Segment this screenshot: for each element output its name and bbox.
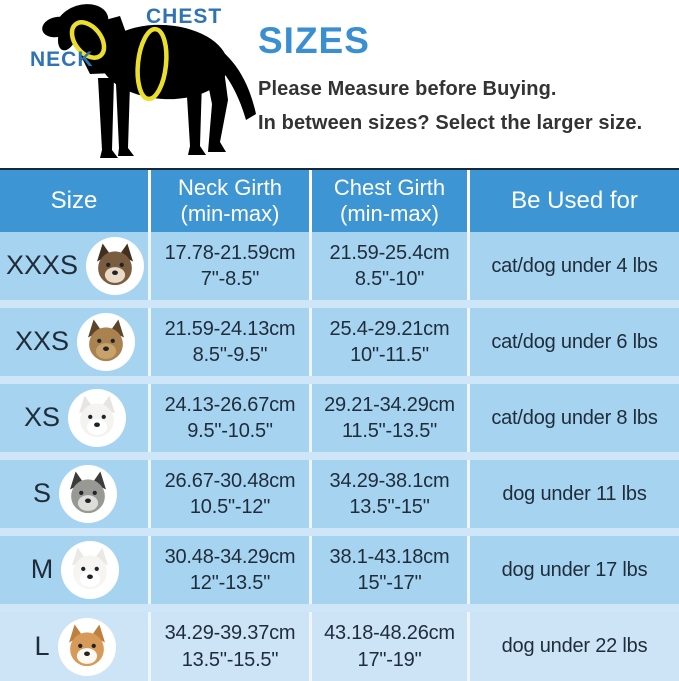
- size-cell: XS: [0, 384, 148, 452]
- chest-girth-cell: 38.1-43.18cm 15"-17": [312, 536, 467, 604]
- column-header-size: Size: [0, 170, 148, 232]
- chest-girth-inches: 11.5"-13.5": [341, 420, 438, 442]
- column-header-chest-girth: Chest Girth (min-max): [312, 170, 467, 232]
- dog-photo-yorkie: [77, 313, 136, 371]
- size-cell: S: [0, 460, 148, 528]
- neck-girth-cm: 30.48-34.29cm: [164, 545, 296, 568]
- intro-line-measure: Please Measure before Buying.: [258, 77, 557, 100]
- dog-photo-corgi: [57, 617, 116, 676]
- neck-girth-inches: 9.5"-10.5": [187, 420, 273, 442]
- dog-photo-schnauzer: [59, 465, 117, 523]
- size-table-row: M 30.48-34.29cm 12"-13.5" 38.1-43.18cm: [0, 536, 679, 604]
- size-table-header-row: Size Neck Girth (min-max) Chest Girth (m…: [0, 170, 679, 232]
- neck-girth-inches: 10.5"-12": [189, 496, 271, 518]
- column-header-be-used-for: Be Used for: [470, 170, 679, 232]
- neck-girth-cm: 17.78-21.59cm: [164, 241, 296, 264]
- size-table-row: XS 24.13-26.67cm 9.5"-10.5" 29.21-34.29c…: [0, 384, 679, 452]
- size-label: M: [30, 554, 54, 585]
- neck-girth-cell: 30.48-34.29cm 12"-13.5": [151, 536, 309, 604]
- dog-photo-bichon: [68, 389, 127, 447]
- used-for-text: dog under 22 lbs: [501, 635, 648, 658]
- size-table-body: XXXS 17.78-21.59cm 7"-8.5" 21.59-25.4cm: [0, 232, 679, 681]
- chest-girth-inches: 15"-17": [357, 572, 422, 594]
- neck-girth-inches: 12"-13.5": [189, 572, 271, 594]
- size-label: XXXS: [5, 250, 79, 281]
- neck-girth-cm: 21.59-24.13cm: [164, 317, 296, 340]
- size-label: L: [34, 630, 50, 661]
- dog-face-icon: [70, 391, 125, 445]
- size-cell: L: [0, 612, 148, 681]
- intro-text-block: SIZES Please Measure before Buying. In b…: [258, 20, 676, 135]
- used-for-text: dog under 11 lbs: [502, 482, 647, 505]
- size-cell: XXS: [0, 308, 148, 376]
- neck-measure-label: NECK: [30, 48, 94, 71]
- size-label: XXS: [14, 326, 70, 357]
- size-cell: M: [0, 536, 148, 604]
- column-header-neck-girth: Neck Girth (min-max): [151, 170, 309, 232]
- size-table-row: L 34.29-39.37cm 13.5"-15.5" 43.18-48.26c…: [0, 612, 679, 681]
- size-table: Size Neck Girth (min-max) Chest Girth (m…: [0, 168, 679, 681]
- dog-photo-chihuahua: [86, 237, 145, 295]
- used-for-cell: cat/dog under 8 lbs: [470, 384, 679, 452]
- used-for-cell: dog under 22 lbs: [470, 612, 679, 681]
- intro-line-between-sizes: In between sizes? Select the larger size…: [258, 111, 643, 134]
- chest-girth-cm: 25.4-29.21cm: [329, 317, 450, 340]
- used-for-text: cat/dog under 6 lbs: [491, 330, 658, 353]
- dog-measurement-diagram-icon: [42, 4, 256, 158]
- size-label: S: [32, 478, 51, 509]
- neck-girth-cm: 34.29-39.37cm: [164, 622, 296, 645]
- chest-girth-inches: 13.5"-15": [349, 496, 430, 518]
- dog-face-icon: [88, 239, 143, 293]
- neck-girth-inches: 8.5"-9.5": [192, 344, 268, 366]
- size-cell: XXXS: [0, 232, 148, 300]
- neck-girth-cell: 24.13-26.67cm 9.5"-10.5": [151, 384, 309, 452]
- chest-girth-cell: 34.29-38.1cm 13.5"-15": [312, 460, 467, 528]
- used-for-cell: cat/dog under 4 lbs: [470, 232, 679, 300]
- dog-face-icon: [79, 315, 134, 369]
- chest-girth-cell: 25.4-29.21cm 10"-11.5": [312, 308, 467, 376]
- dog-face-icon: [63, 543, 118, 597]
- used-for-text: cat/dog under 8 lbs: [491, 406, 658, 429]
- dog-photo-bichon: [61, 541, 120, 599]
- chest-girth-inches: 8.5"-10": [354, 268, 425, 290]
- chest-girth-cell: 29.21-34.29cm 11.5"-13.5": [312, 384, 467, 452]
- neck-girth-cm: 24.13-26.67cm: [164, 393, 296, 416]
- used-for-text: dog under 17 lbs: [501, 558, 648, 581]
- chest-girth-cm: 43.18-48.26cm: [324, 622, 455, 645]
- dog-face-icon: [59, 619, 114, 674]
- size-table-row: S 26.67-30.48cm 10.5"-12" 34.29-38.1cm: [0, 460, 679, 528]
- chest-measure-label: CHEST: [146, 5, 223, 28]
- size-label: XS: [23, 402, 61, 433]
- chest-girth-cm: 21.59-25.4cm: [329, 241, 450, 264]
- neck-girth-inches: 7"-8.5": [200, 268, 260, 290]
- chest-girth-cm: 38.1-43.18cm: [329, 545, 450, 568]
- neck-girth-cm: 26.67-30.48cm: [164, 469, 296, 492]
- dog-face-icon: [61, 467, 115, 521]
- sizes-title: SIZES: [258, 20, 370, 61]
- used-for-cell: dog under 17 lbs: [470, 536, 679, 604]
- used-for-cell: cat/dog under 6 lbs: [470, 308, 679, 376]
- neck-girth-cell: 26.67-30.48cm 10.5"-12": [151, 460, 309, 528]
- chest-girth-cell: 43.18-48.26cm 17"-19": [312, 612, 467, 681]
- chest-girth-cell: 21.59-25.4cm 8.5"-10": [312, 232, 467, 300]
- chest-girth-cm: 29.21-34.29cm: [324, 393, 455, 416]
- size-table-row: XXS 21.59-24.13cm 8.5"-9.5" 25.4-29.21cm: [0, 308, 679, 376]
- used-for-text: cat/dog under 4 lbs: [491, 254, 658, 277]
- chest-girth-cm: 34.29-38.1cm: [329, 469, 450, 492]
- neck-girth-cell: 17.78-21.59cm 7"-8.5": [151, 232, 309, 300]
- size-table-row: XXXS 17.78-21.59cm 7"-8.5" 21.59-25.4cm: [0, 232, 679, 300]
- neck-girth-inches: 13.5"-15.5": [181, 648, 279, 671]
- chest-girth-inches: 10"-11.5": [350, 344, 429, 366]
- used-for-cell: dog under 11 lbs: [470, 460, 679, 528]
- hero-section: NECK CHEST SIZES Please Measure before B…: [0, 0, 679, 168]
- neck-girth-cell: 21.59-24.13cm 8.5"-9.5": [151, 308, 309, 376]
- neck-girth-cell: 34.29-39.37cm 13.5"-15.5": [151, 612, 309, 681]
- chest-girth-inches: 17"-19": [357, 648, 422, 671]
